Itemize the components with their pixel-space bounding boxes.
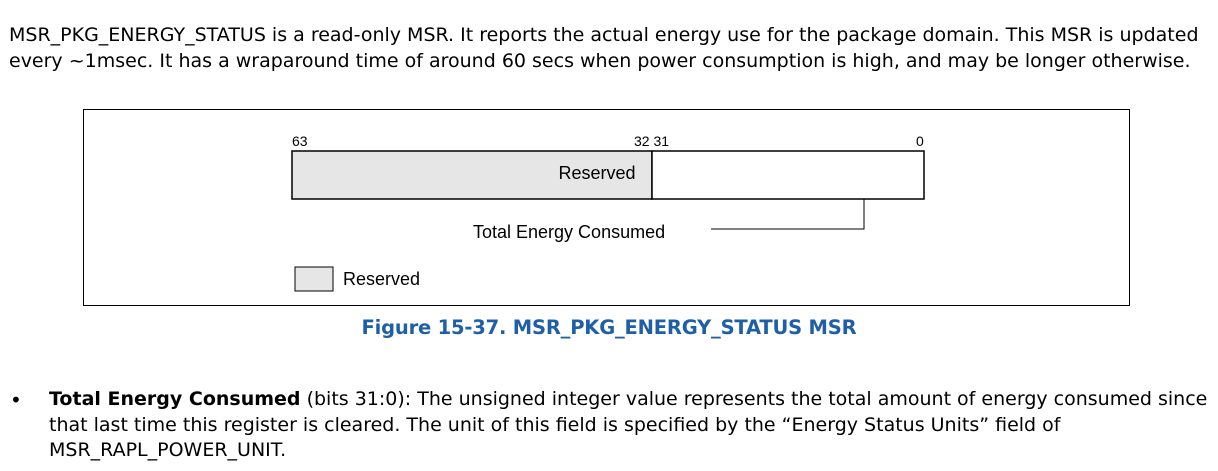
legend-label-reserved: Reserved	[343, 269, 420, 289]
intro-paragraph: MSR_PKG_ENERGY_STATUS is a read-only MSR…	[9, 24, 1199, 72]
legend-swatch-reserved	[294, 266, 334, 292]
bit-label-0: 0	[916, 133, 924, 149]
reserved-field	[291, 150, 653, 200]
energy-field	[651, 150, 925, 200]
field-leader-line	[711, 199, 865, 230]
register-diagram: 63 32 31 0 Reserved Total Energy Consume…	[291, 133, 925, 292]
bullet-text: Total Energy Consumed (bits 31:0): The u…	[49, 387, 1209, 464]
bullet-description: (bits 31:0): The unsigned integer value …	[49, 388, 1208, 461]
reserved-field-label: Reserved	[558, 163, 635, 183]
bullet-term: Total Energy Consumed	[49, 388, 301, 410]
bit-label-32-31: 32 31	[634, 133, 669, 149]
bit-label-63: 63	[292, 133, 308, 149]
energy-field-label: Total Energy Consumed	[473, 222, 665, 242]
register-figure: 63 32 31 0 Reserved Total Energy Consume…	[83, 109, 1130, 306]
figure-caption: Figure 15-37. MSR_PKG_ENERGY_STATUS MSR	[361, 316, 857, 339]
bullet-mark: •	[10, 388, 22, 412]
